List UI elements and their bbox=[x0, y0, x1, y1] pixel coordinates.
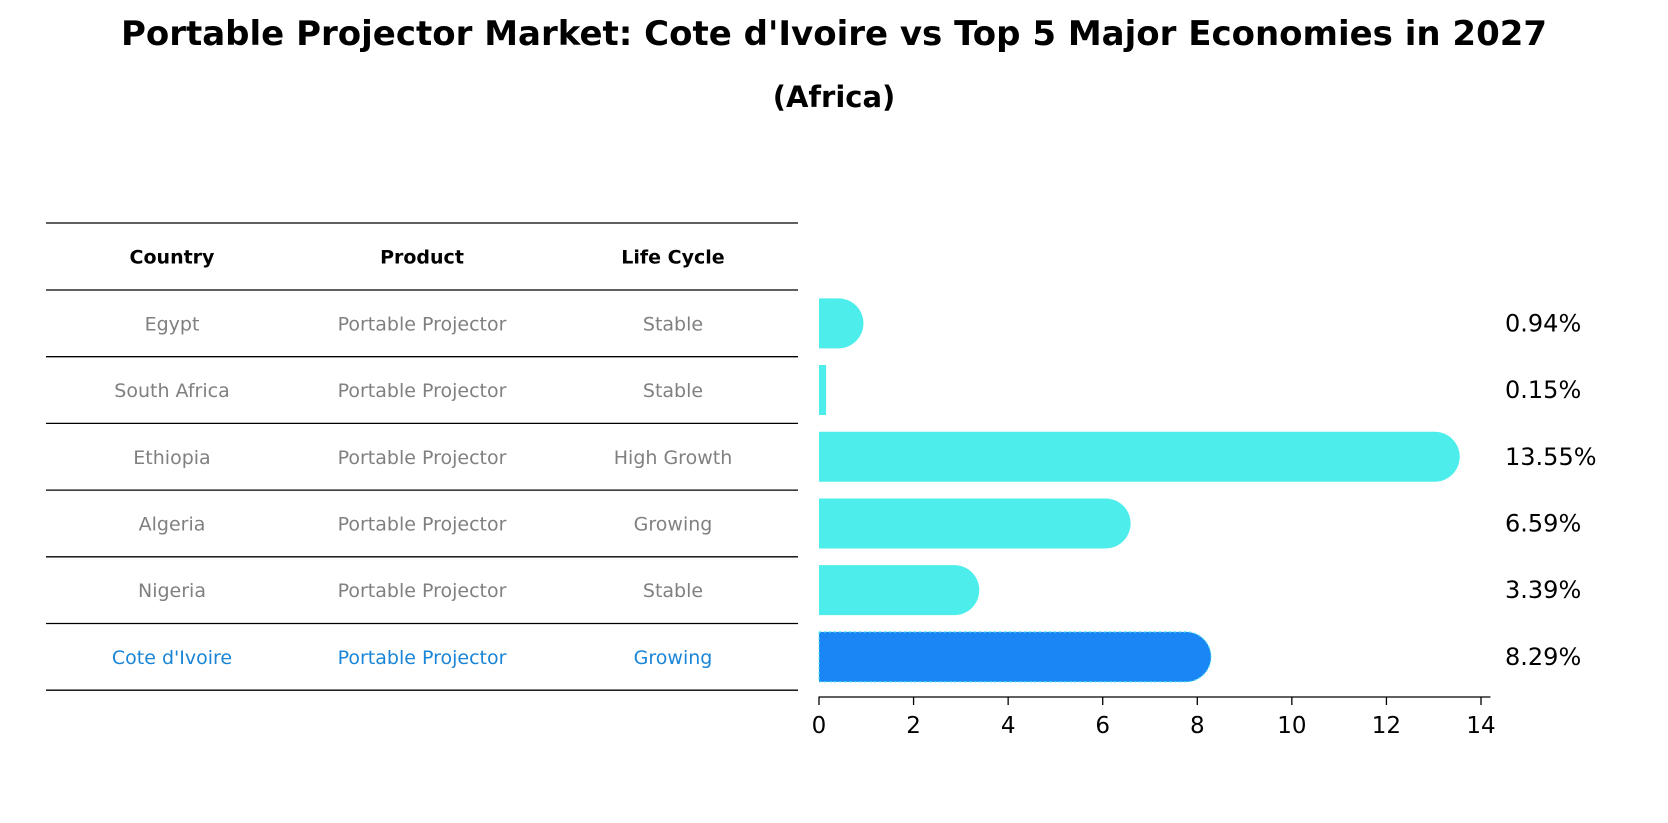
table-cell: Growing bbox=[634, 513, 713, 535]
table-cell: Portable Projector bbox=[338, 647, 507, 669]
table-header-cell: Country bbox=[130, 247, 216, 269]
table-cell: Portable Projector bbox=[338, 580, 507, 602]
table-cell: Ethiopia bbox=[133, 447, 210, 469]
table-cell: Stable bbox=[643, 580, 703, 602]
table-cell: Egypt bbox=[145, 313, 200, 335]
table-cell: Portable Projector bbox=[338, 313, 507, 335]
data-labels: 0.94% 0.15% 13.55% 6.59% 3.39% 8.29% bbox=[1505, 309, 1597, 670]
table-cell: Portable Projector bbox=[338, 380, 507, 402]
table-cell: Nigeria bbox=[138, 580, 206, 602]
data-label: 0.94% bbox=[1505, 309, 1581, 337]
table-cell: Portable Projector bbox=[338, 513, 507, 535]
bar-ethiopia bbox=[819, 431, 1460, 482]
data-label: 0.15% bbox=[1505, 376, 1581, 404]
table-cell: Cote d'Ivoire bbox=[112, 647, 232, 669]
data-label: 6.59% bbox=[1505, 509, 1581, 537]
x-tick-label: 2 bbox=[906, 713, 921, 739]
x-tick-label: 6 bbox=[1095, 713, 1110, 739]
x-tick-label: 4 bbox=[1001, 713, 1016, 739]
highlight-bar-outline bbox=[818, 631, 1212, 683]
table-cell: Algeria bbox=[139, 513, 206, 535]
bar-south-africa bbox=[819, 365, 827, 416]
table-cell: South Africa bbox=[114, 380, 229, 402]
bar-egypt bbox=[819, 298, 864, 349]
table-header-cell: Life Cycle bbox=[621, 247, 724, 269]
bar-cote-d-ivoire bbox=[819, 631, 1211, 682]
data-label: 8.29% bbox=[1505, 643, 1581, 671]
bar-nigeria bbox=[819, 565, 980, 616]
table-cell: Portable Projector bbox=[338, 447, 507, 469]
x-axis: 0 2 4 6 8 10 12 14 bbox=[812, 696, 1496, 739]
table-cell: Growing bbox=[634, 647, 713, 669]
bar-algeria bbox=[819, 498, 1131, 549]
chart-title: Portable Projector Market: Cote d'Ivoire… bbox=[120, 14, 1548, 54]
table-cell: High Growth bbox=[614, 447, 732, 469]
chart-subtitle: (Africa) bbox=[772, 80, 896, 114]
table-cell: Stable bbox=[643, 380, 703, 402]
x-tick-label: 12 bbox=[1372, 713, 1401, 739]
data-label: 3.39% bbox=[1505, 576, 1581, 604]
x-tick-label: 14 bbox=[1466, 713, 1495, 739]
data-table: Country Product Life Cycle Egypt Portable Pr… bbox=[46, 222, 798, 691]
x-tick-label: 8 bbox=[1190, 713, 1205, 739]
table-cell: Stable bbox=[643, 313, 703, 335]
x-tick-label: 0 bbox=[812, 713, 827, 739]
bar-series bbox=[818, 298, 1460, 683]
table-header-cell: Product bbox=[380, 247, 464, 269]
data-label: 13.55% bbox=[1505, 443, 1597, 471]
x-tick-label: 10 bbox=[1277, 713, 1306, 739]
